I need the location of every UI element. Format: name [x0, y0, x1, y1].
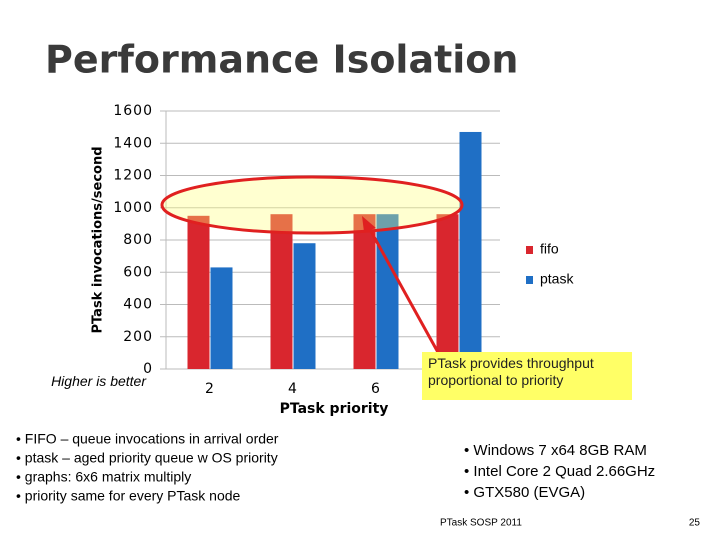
right-bullet: • Intel Core 2 Quad 2.66GHz — [464, 463, 655, 480]
chart-title: Performance Isolation — [45, 38, 518, 82]
bar — [270, 214, 293, 369]
left-bullet: • ptask – aged priority queue w OS prior… — [16, 450, 278, 466]
axis-note: Higher is better — [51, 373, 147, 389]
footer: PTask SOSP 2011 — [440, 518, 522, 529]
y-tick-label: 600 — [123, 264, 153, 280]
legend-swatch — [526, 246, 533, 254]
callout: PTask provides throughput proportional t… — [428, 355, 594, 388]
axis-note-text: Higher is better — [51, 373, 147, 389]
bar — [436, 214, 459, 369]
left-bullet: • priority same for every PTask node — [16, 488, 241, 504]
x-axis-label: PTask priority — [280, 401, 389, 417]
highlight-ellipse — [160, 175, 464, 235]
x-tick-label: 4 — [288, 381, 297, 397]
y-axis-label: PTask invocations/second — [91, 146, 106, 333]
plot: 0 200 400 600 800 1000 1200 1400 1600 2 4 6 fifo ptas… — [113, 103, 574, 397]
callout-text: PTask provides throughput proportional t… — [428, 355, 594, 388]
y-tick-label: 800 — [123, 232, 153, 248]
callout-box — [422, 352, 632, 400]
right-bullet: • GTX580 (EVGA) — [464, 484, 585, 501]
bar — [376, 214, 399, 369]
page-number: 25 — [689, 518, 701, 529]
bar — [459, 131, 482, 369]
x-tick-label: 6 — [371, 381, 380, 397]
left-bullet: • FIFO – queue invocations in arrival or… — [16, 431, 279, 447]
y-tick-label: 1000 — [113, 200, 153, 216]
bar — [293, 243, 316, 369]
bar — [210, 267, 233, 369]
right-bullet: • Windows 7 x64 8GB RAM — [464, 442, 647, 459]
x-tick-label: 2 — [205, 381, 214, 397]
left-bullet: • graphs: 6x6 matrix multiply — [16, 469, 191, 485]
y-tick-label: 0 — [143, 361, 153, 377]
right-bullets: • Windows 7 x64 8GB RAM • Intel Core 2 Qu… — [464, 442, 655, 501]
legend-label: ptask — [540, 271, 574, 287]
legend-swatch — [526, 276, 533, 284]
arrow — [366, 225, 442, 357]
bar — [353, 214, 376, 369]
y-tick-label: 1400 — [113, 135, 153, 151]
y-tick-label: 400 — [123, 297, 153, 313]
y-tick-label: 200 — [123, 329, 153, 345]
legend-label: fifo — [540, 241, 559, 257]
y-tick-label: 1200 — [113, 168, 153, 184]
bar — [187, 215, 210, 369]
arrow-head — [362, 216, 376, 232]
y-tick-label: 1600 — [113, 103, 153, 119]
left-bullets: • FIFO – queue invocations in arrival or… — [16, 431, 279, 504]
